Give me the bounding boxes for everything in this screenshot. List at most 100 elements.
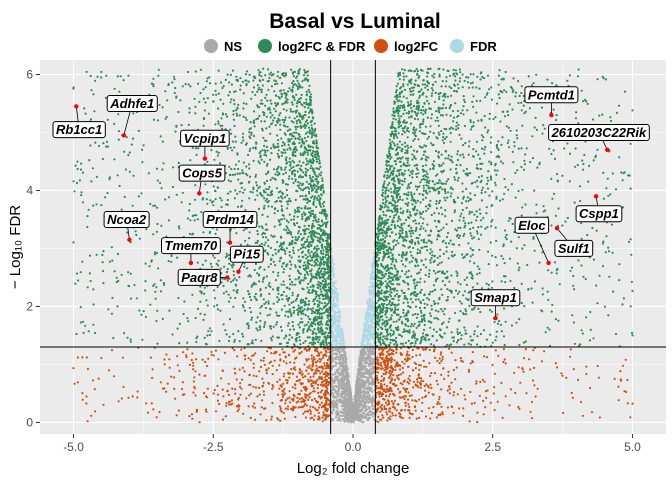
data-point bbox=[385, 366, 388, 370]
data-point bbox=[248, 167, 251, 170]
data-point bbox=[568, 74, 572, 77]
data-point bbox=[339, 342, 342, 345]
data-point bbox=[229, 180, 232, 183]
data-point bbox=[450, 381, 453, 384]
data-point bbox=[490, 178, 493, 181]
data-point bbox=[232, 113, 235, 116]
data-point bbox=[446, 295, 449, 299]
data-point bbox=[467, 298, 470, 301]
data-point bbox=[333, 285, 336, 288]
data-point bbox=[428, 179, 431, 182]
chart-title: Basal vs Luminal bbox=[269, 10, 441, 33]
data-point bbox=[435, 339, 438, 342]
data-point bbox=[417, 298, 420, 301]
data-point bbox=[279, 76, 282, 79]
data-point bbox=[290, 233, 293, 236]
data-point bbox=[451, 161, 454, 164]
data-point bbox=[288, 396, 291, 399]
data-point bbox=[441, 80, 444, 83]
data-point bbox=[363, 344, 366, 347]
data-point bbox=[185, 354, 188, 357]
data-point bbox=[602, 197, 606, 200]
data-point bbox=[305, 404, 308, 407]
data-point bbox=[364, 395, 367, 398]
data-point bbox=[379, 208, 382, 211]
data-point bbox=[325, 400, 328, 403]
data-point bbox=[401, 371, 405, 374]
data-point bbox=[340, 401, 343, 404]
data-point bbox=[279, 407, 282, 410]
data-point bbox=[190, 413, 194, 416]
data-point bbox=[321, 416, 324, 419]
data-point bbox=[138, 309, 141, 312]
data-point bbox=[433, 348, 436, 351]
data-point bbox=[129, 340, 132, 343]
data-point bbox=[299, 406, 302, 409]
data-point bbox=[282, 411, 285, 415]
data-point bbox=[81, 392, 84, 395]
data-point bbox=[312, 418, 315, 421]
data-point bbox=[293, 98, 296, 101]
data-point bbox=[233, 167, 236, 171]
data-point bbox=[302, 412, 305, 415]
data-point bbox=[214, 198, 217, 201]
data-point bbox=[267, 381, 270, 385]
data-point bbox=[331, 306, 334, 309]
data-point bbox=[535, 212, 538, 215]
data-point bbox=[307, 282, 310, 285]
data-point bbox=[242, 92, 245, 95]
data-point bbox=[317, 354, 321, 357]
data-point bbox=[438, 357, 441, 360]
data-point bbox=[348, 404, 351, 407]
data-point bbox=[337, 412, 340, 415]
data-point bbox=[310, 399, 314, 402]
legend-label-ns: NS bbox=[224, 39, 242, 54]
data-point bbox=[363, 361, 366, 364]
data-point bbox=[426, 384, 429, 388]
data-point bbox=[386, 388, 389, 391]
data-point bbox=[438, 402, 441, 405]
data-point bbox=[325, 382, 328, 385]
data-point bbox=[390, 314, 393, 317]
data-point bbox=[367, 381, 370, 384]
data-point bbox=[442, 103, 445, 106]
data-point bbox=[439, 248, 442, 251]
data-point bbox=[369, 363, 372, 366]
data-point bbox=[401, 156, 404, 159]
data-point bbox=[214, 410, 218, 413]
data-point bbox=[384, 201, 387, 204]
data-point bbox=[407, 409, 411, 412]
data-point bbox=[606, 177, 609, 180]
data-point bbox=[366, 412, 369, 415]
data-point bbox=[174, 130, 177, 133]
data-point bbox=[448, 317, 451, 320]
data-point bbox=[298, 141, 301, 144]
data-point bbox=[113, 375, 116, 378]
data-point bbox=[204, 86, 207, 89]
data-point bbox=[490, 98, 493, 101]
data-point bbox=[217, 122, 220, 125]
data-point bbox=[394, 384, 397, 387]
data-point bbox=[307, 228, 310, 231]
data-point bbox=[285, 297, 289, 301]
data-point bbox=[576, 75, 580, 78]
data-point bbox=[332, 282, 336, 285]
data-point bbox=[397, 378, 400, 381]
data-point bbox=[319, 377, 322, 380]
data-point bbox=[480, 233, 483, 236]
data-point bbox=[305, 393, 308, 397]
data-point bbox=[275, 323, 278, 326]
data-point bbox=[389, 334, 392, 337]
data-point bbox=[352, 402, 355, 405]
data-point bbox=[102, 282, 105, 285]
data-point bbox=[372, 329, 375, 332]
data-point bbox=[366, 377, 369, 380]
data-point bbox=[320, 351, 323, 354]
data-point bbox=[318, 336, 321, 339]
data-point bbox=[366, 308, 369, 311]
data-point bbox=[416, 384, 419, 387]
data-point bbox=[231, 387, 234, 390]
data-point bbox=[621, 206, 625, 209]
data-point bbox=[283, 392, 286, 395]
data-point bbox=[362, 356, 365, 359]
